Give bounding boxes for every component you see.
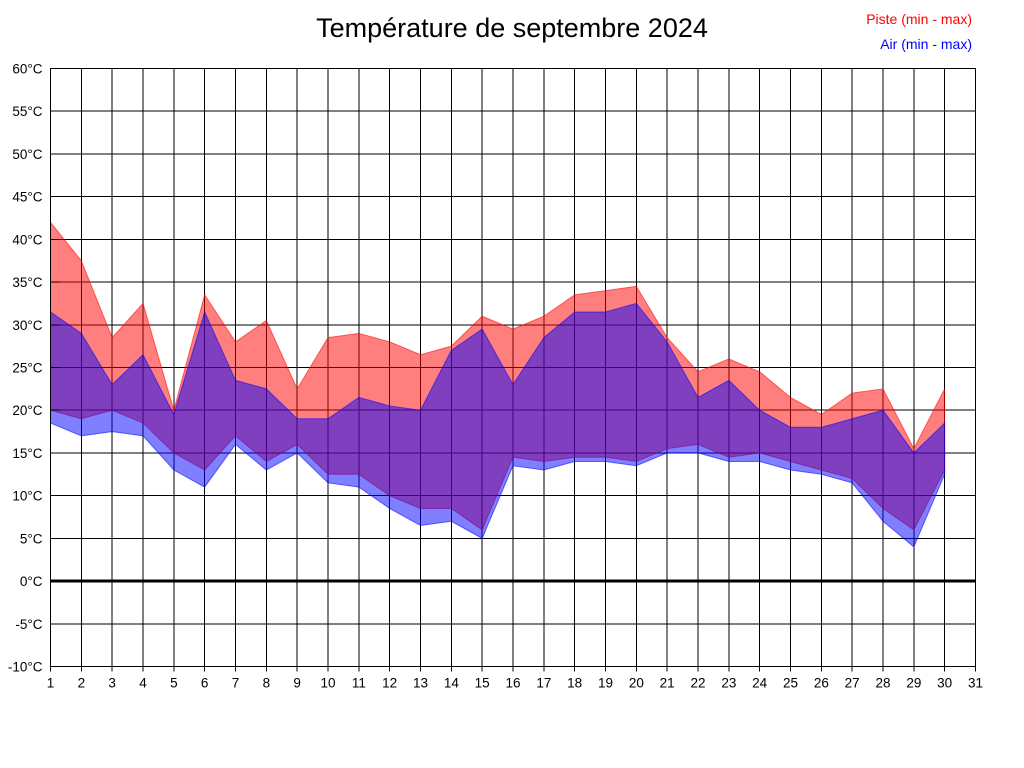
chart-title: Température de septembre 2024 <box>316 13 708 43</box>
x-tick-label: 25 <box>783 676 798 691</box>
y-tick-label: 25°C <box>12 361 42 376</box>
x-tick-label: 9 <box>293 676 301 691</box>
x-tick-label: 12 <box>382 676 397 691</box>
x-tick-label: 19 <box>598 676 613 691</box>
y-tick-label: 40°C <box>12 232 42 247</box>
x-tick-label: 3 <box>108 676 116 691</box>
x-tick-label: 6 <box>201 676 209 691</box>
x-tick-label: 7 <box>232 676 240 691</box>
y-tick-label: -10°C <box>8 660 43 675</box>
air-band <box>50 302 946 548</box>
x-tick-label: 1 <box>47 676 55 691</box>
x-tick-label: 18 <box>567 676 582 691</box>
y-tick-label: 45°C <box>12 190 42 205</box>
legend: Piste (min - max) Air (min - max) <box>866 7 972 57</box>
legend-item-air: Air (min - max) <box>866 32 972 57</box>
x-tick-label: 17 <box>536 676 551 691</box>
x-tick-label: 28 <box>875 676 890 691</box>
x-tick-label: 2 <box>78 676 86 691</box>
x-tick-label: 15 <box>475 676 490 691</box>
y-tick-label: 55°C <box>12 104 42 119</box>
y-tick-label: 50°C <box>12 147 42 162</box>
y-tick-label: 15°C <box>12 446 42 461</box>
y-tick-label: 5°C <box>20 531 43 546</box>
legend-item-piste: Piste (min - max) <box>866 7 972 32</box>
x-tick-label: 16 <box>505 676 520 691</box>
legend-label-piste: Piste (min - max) <box>866 11 972 27</box>
x-tick-label: 11 <box>352 676 366 691</box>
y-tick-label: 10°C <box>12 489 42 504</box>
x-tick-label: 20 <box>629 676 644 691</box>
y-tick-label: 0°C <box>20 574 43 589</box>
x-tick-label: 29 <box>906 676 921 691</box>
x-tick-label: 27 <box>845 676 860 691</box>
x-tick-label: 4 <box>139 676 147 691</box>
x-tick-label: 23 <box>721 676 736 691</box>
x-tick-label: 21 <box>660 676 675 691</box>
y-tick-label: 60°C <box>12 62 42 77</box>
y-tick-label: 20°C <box>12 403 42 418</box>
x-tick-label: 8 <box>263 676 271 691</box>
x-tick-label: 22 <box>690 676 705 691</box>
x-tick-label: 5 <box>170 676 178 691</box>
x-tick-label: 14 <box>444 676 460 691</box>
x-tick-label: 31 <box>968 676 983 691</box>
legend-label-air: Air (min - max) <box>880 36 972 52</box>
y-tick-label: 30°C <box>12 318 42 333</box>
y-tick-label: 35°C <box>12 275 42 290</box>
x-tick-label: 30 <box>937 676 952 691</box>
x-tick-label: 13 <box>413 676 428 691</box>
y-tick-label: -5°C <box>15 617 42 632</box>
x-tick-label: 24 <box>752 676 768 691</box>
x-tick-label: 26 <box>814 676 829 691</box>
x-tick-label: 10 <box>320 676 335 691</box>
